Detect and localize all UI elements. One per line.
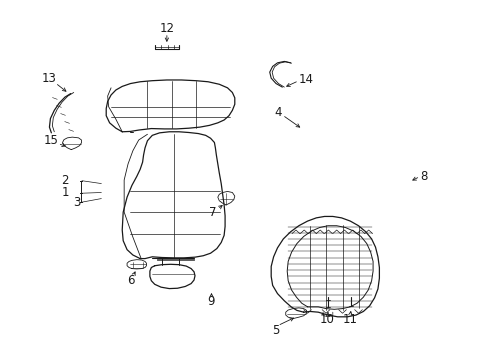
Text: 1: 1 [61, 186, 69, 199]
Text: 11: 11 [342, 313, 357, 326]
Text: 7: 7 [209, 206, 216, 219]
Text: 10: 10 [319, 313, 334, 326]
Text: 13: 13 [42, 72, 57, 85]
Text: 12: 12 [159, 22, 174, 35]
Text: 14: 14 [299, 73, 313, 86]
Text: 9: 9 [206, 295, 214, 308]
Text: 5: 5 [272, 324, 279, 337]
Text: 8: 8 [420, 170, 427, 183]
Text: 4: 4 [274, 105, 282, 119]
Text: 15: 15 [44, 134, 59, 147]
Text: 2: 2 [61, 174, 69, 186]
Text: 3: 3 [73, 195, 81, 209]
Text: 6: 6 [126, 274, 134, 287]
